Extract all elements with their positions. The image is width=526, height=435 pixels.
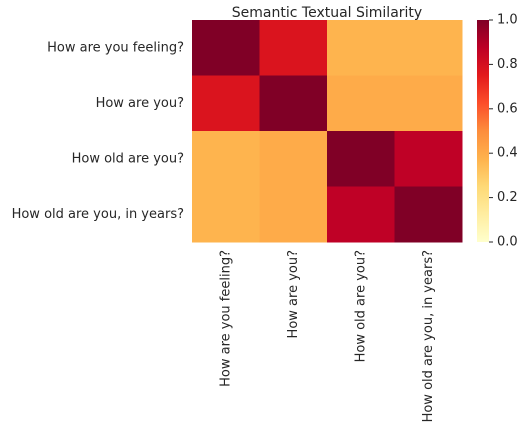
y-tick-label: How are you feeling? xyxy=(47,40,184,55)
heatmap-cell xyxy=(192,186,260,243)
heatmap-cell xyxy=(394,131,463,187)
heatmap-cell xyxy=(394,75,463,132)
heatmap-cell xyxy=(327,75,395,132)
chart-title: Semantic Textual Similarity xyxy=(232,5,422,21)
heatmap-cell xyxy=(259,75,328,132)
heatmap-cell xyxy=(259,186,328,243)
y-tick-label: How old are you, in years? xyxy=(12,207,184,222)
x-tick-label: How old are you? xyxy=(353,250,368,362)
heatmap-cell xyxy=(394,20,463,76)
colorbar-tick-label: 0.2 xyxy=(497,190,518,205)
heatmap-cell xyxy=(327,186,395,243)
colorbar-tick-label: 0.8 xyxy=(497,57,518,72)
y-tick-label: How old are you? xyxy=(72,151,184,166)
heatmap-cell xyxy=(259,131,328,187)
heatmap-cell xyxy=(327,131,395,187)
colorbar-tick-label: 0.6 xyxy=(497,101,518,116)
x-tick-label: How are you? xyxy=(286,250,301,338)
heatmap-cell xyxy=(327,20,395,76)
heatmap-cell xyxy=(259,20,328,76)
colorbar-tick-label: 0.4 xyxy=(497,146,518,161)
x-tick-label: How old are you, in years? xyxy=(421,250,436,422)
heatmap-cell xyxy=(192,20,260,76)
colorbar xyxy=(477,20,489,242)
colorbar-tick-label: 1.0 xyxy=(497,13,518,28)
heatmap-cell xyxy=(394,186,463,243)
colorbar-tick-label: 0.0 xyxy=(497,235,518,250)
y-tick-label: How are you? xyxy=(96,96,184,111)
heatmap-cell xyxy=(192,75,260,132)
heatmap-cell xyxy=(192,131,260,187)
x-tick-label: How are you feeling? xyxy=(218,250,233,387)
